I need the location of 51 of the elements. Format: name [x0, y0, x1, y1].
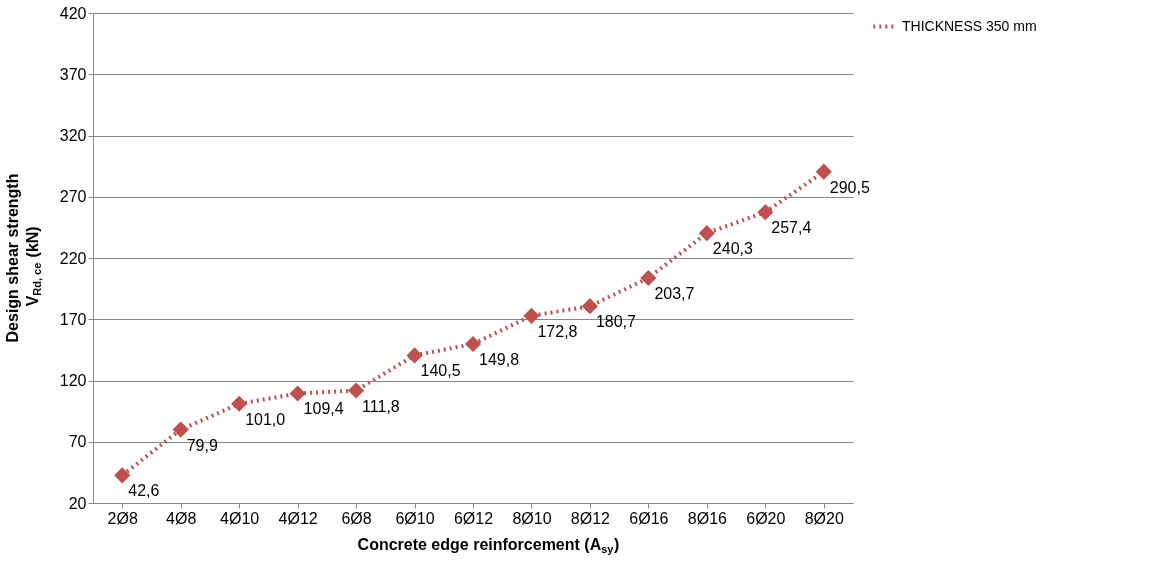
y-tick-label: 20 [68, 494, 87, 512]
text: 172,8 [537, 322, 578, 340]
point [815, 163, 832, 180]
point [114, 467, 131, 484]
point [172, 421, 189, 438]
x-tick-label: 6Ø16 [629, 509, 669, 527]
x-tick-label: 8Ø20 [804, 509, 844, 527]
text: 180,7 [595, 313, 636, 331]
point [640, 269, 657, 287]
point [231, 395, 248, 412]
text: 109,4 [303, 400, 344, 418]
text: 257,4 [771, 219, 812, 237]
y-tick-label: 120 [59, 372, 87, 389]
y-tick-label: 420 [59, 4, 87, 22]
point [289, 385, 306, 402]
x-tick-label: 8Ø16 [687, 509, 728, 527]
point [757, 204, 774, 221]
text: 140,5 [420, 362, 461, 380]
point [698, 225, 715, 242]
text: 111,8 [362, 397, 400, 415]
text: 240,3 [712, 240, 753, 258]
x-tick-label: 6Ø20 [746, 509, 786, 527]
text: 101,0 [245, 410, 286, 428]
y-tick-label: 370 [59, 65, 87, 83]
x-tick-label: 4Ø8 [166, 509, 197, 527]
x-tick-label: 6Ø10 [395, 509, 435, 527]
point [523, 307, 540, 324]
y-tick-label: 320 [59, 127, 87, 144]
y-tick-label: 170 [59, 310, 87, 328]
text: 79,9 [186, 436, 218, 454]
x-tick-label: 6Ø12 [453, 509, 494, 527]
text: Design shear strength [4, 173, 21, 343]
text: 149,8 [479, 350, 520, 368]
x-tick-label: 2Ø8 [107, 509, 138, 527]
x-tick-label: 4Ø12 [278, 509, 318, 527]
point [464, 335, 482, 353]
y-tick-label: 270 [59, 188, 87, 206]
y-tick-label: 70 [68, 433, 87, 451]
text: 42,6 [128, 482, 160, 500]
legend-label: THICKNESS 350 mm [902, 17, 1037, 34]
x-tick-label: 8Ø10 [512, 509, 552, 527]
point [581, 298, 598, 315]
text: 203,7 [654, 284, 695, 302]
x-tick-label: 6Ø8 [341, 509, 372, 527]
text: 290,5 [829, 178, 870, 196]
point [406, 347, 423, 364]
y-tick-label: 220 [59, 249, 87, 267]
text: VRd, ce (kN) [24, 226, 43, 307]
x-tick-label: 4Ø10 [220, 509, 260, 527]
point [348, 382, 365, 399]
x-tick-label: 8Ø12 [570, 509, 611, 527]
